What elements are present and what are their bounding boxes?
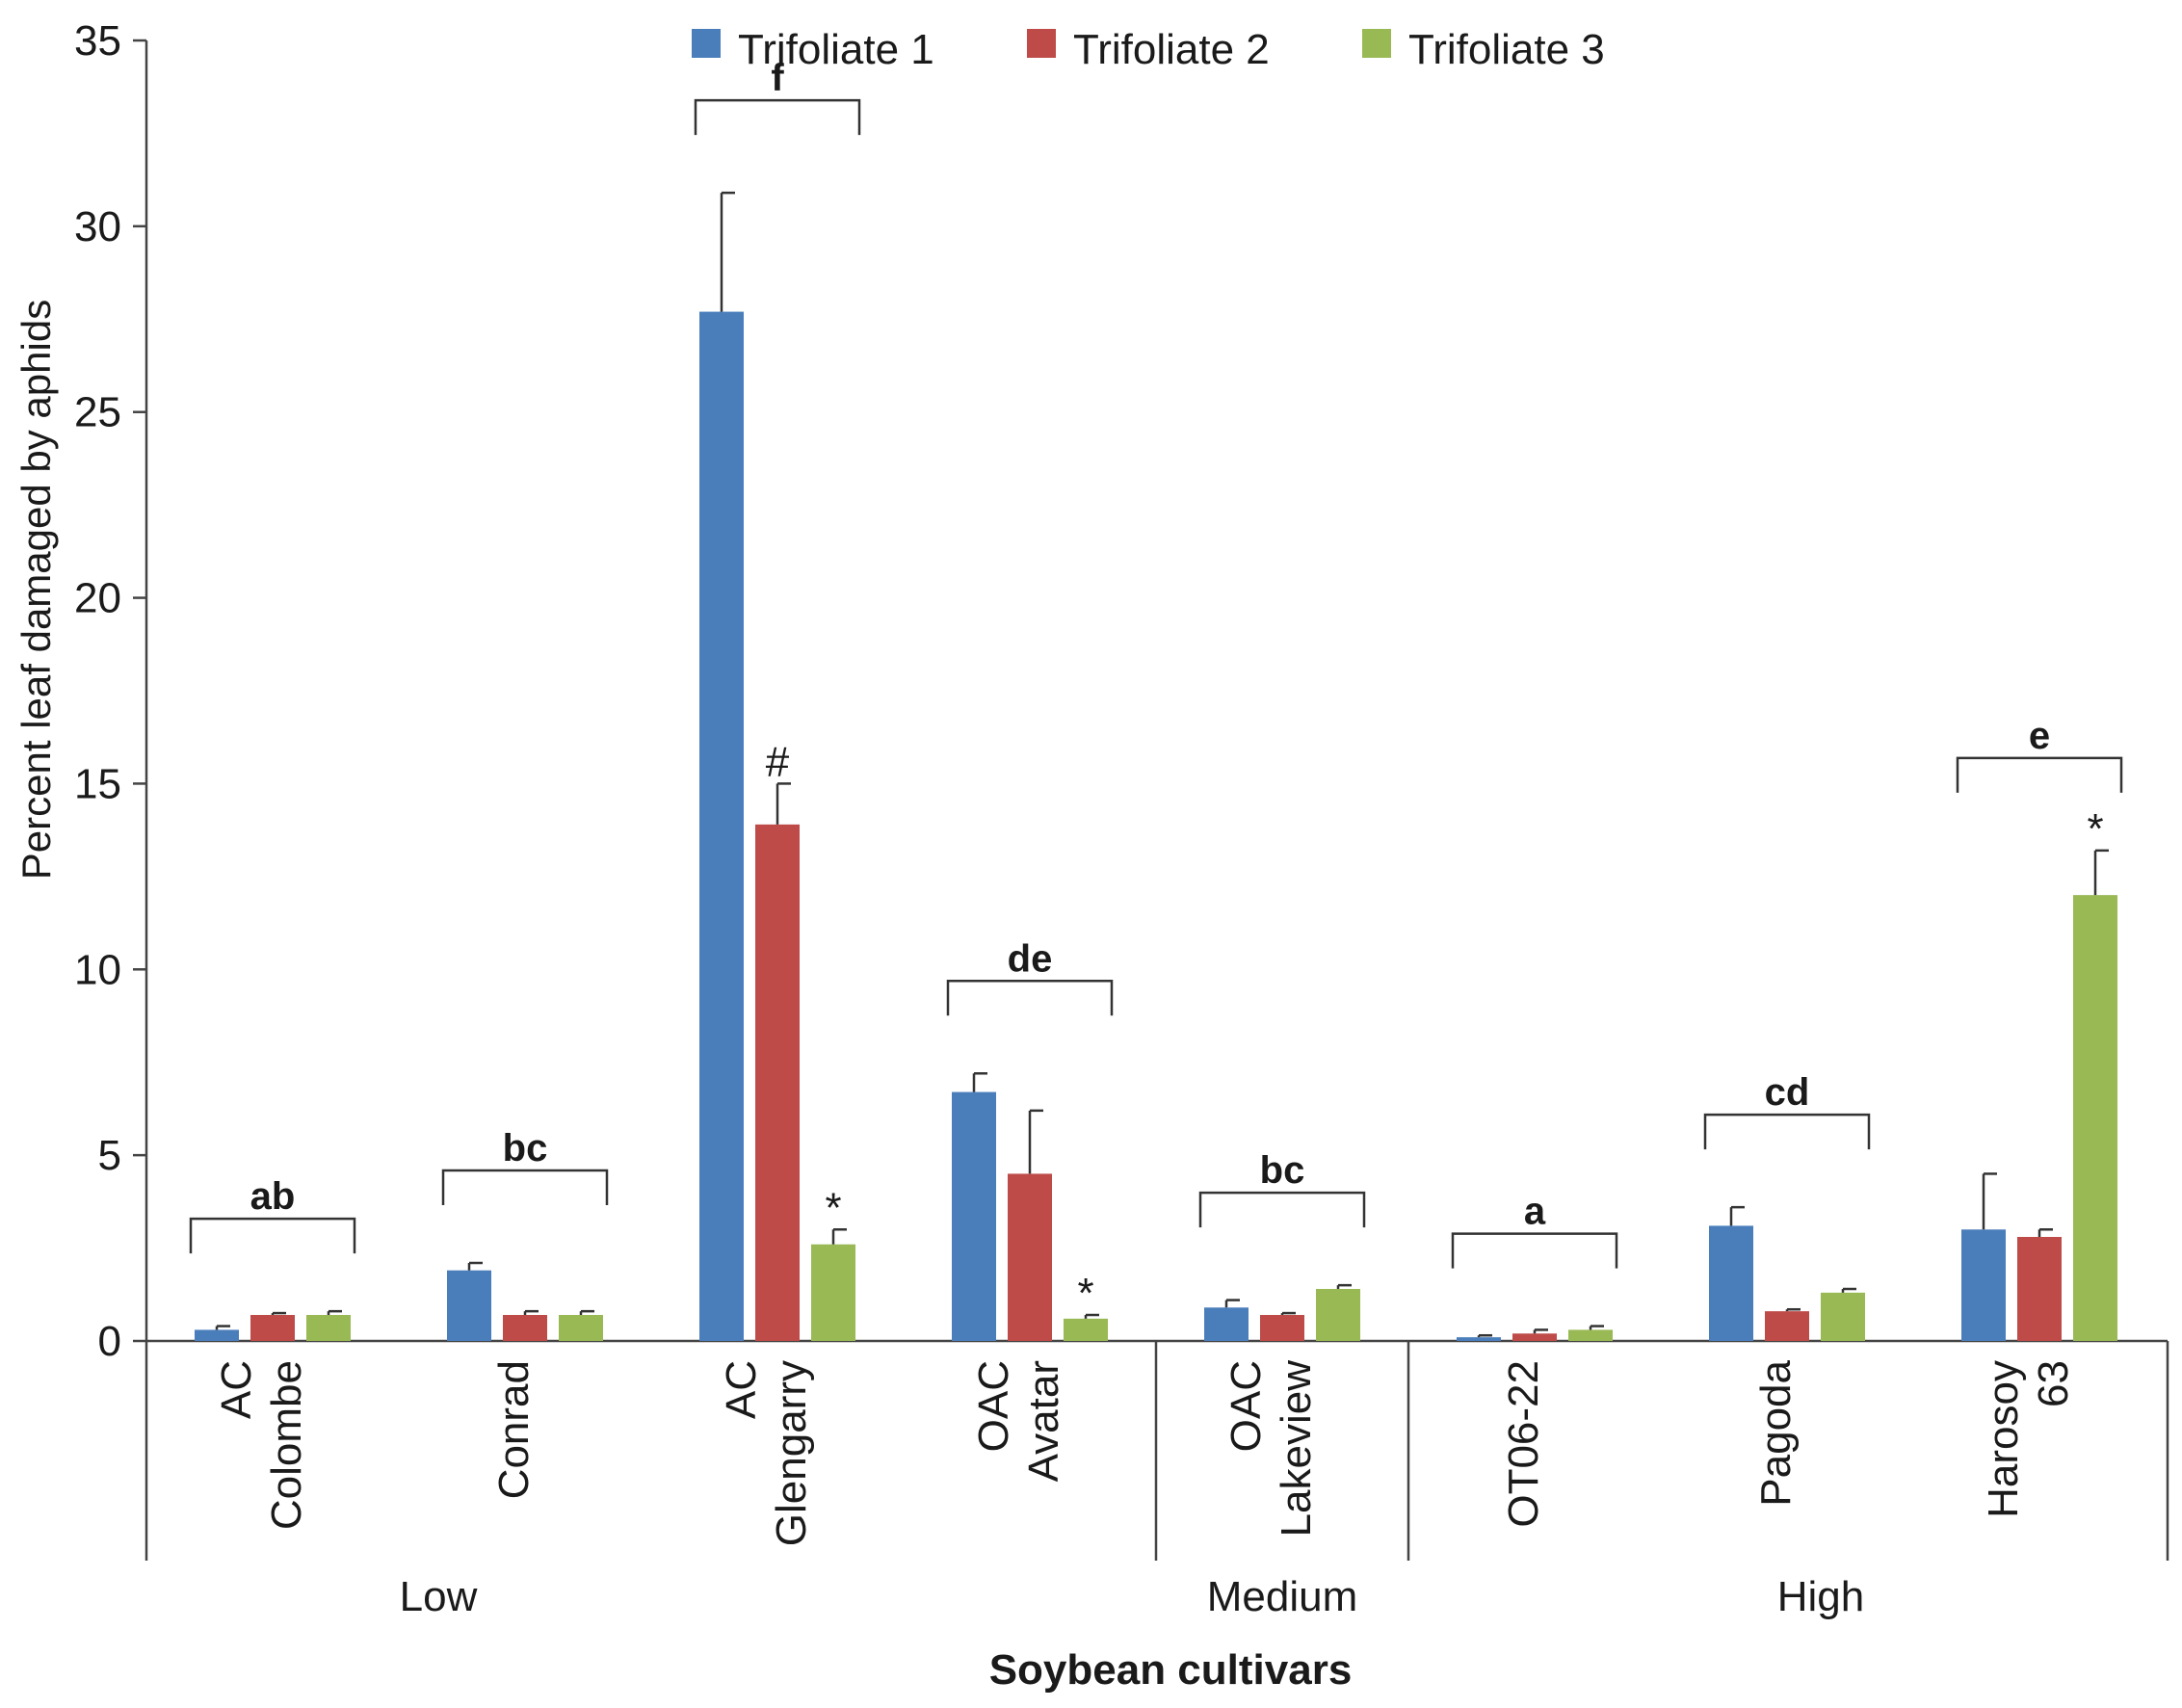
bar-mark: # [766,738,790,785]
category-label-line: AC [213,1360,260,1419]
y-tick-label: 20 [74,575,121,622]
significance-bracket [441,1169,609,1205]
legend-label: Trifoliate 3 [1408,26,1605,73]
significance-letter: a [1524,1191,1546,1233]
category-label: Harosoy63 [1980,1360,2077,1518]
category-label-line: OAC [970,1360,1017,1452]
bar [1961,1229,2006,1341]
bar [1765,1311,1809,1341]
bar [559,1315,603,1341]
y-tick-label: 0 [98,1318,121,1365]
category-label-line: Colombe [263,1360,310,1530]
category-label: OACLakeview [1222,1360,1320,1537]
significance-letter: ab [250,1175,296,1218]
bar [1457,1337,1501,1341]
bar [306,1315,351,1341]
bar [1568,1329,1613,1341]
category-label: Conrad [490,1360,538,1499]
significance-letter: f [771,57,784,99]
significance-bracket [189,1217,356,1254]
legend-swatch [1027,29,1056,58]
bar [503,1315,547,1341]
category-label-line: Lakeview [1273,1360,1320,1537]
bar [755,824,800,1341]
legend: Trifoliate 1 Trifoliate 2 Trifoliate 3 [692,26,1605,73]
x-axis-title: Soybean cultivars [989,1646,1353,1694]
legend-swatch [692,29,721,58]
y-tick-label: 10 [74,946,121,993]
bar [1008,1173,1052,1341]
category-label-line: OT06-22 [1500,1360,1547,1528]
legend-swatch [1362,29,1391,58]
y-tick-label: 15 [74,760,121,807]
y-axis-title: Percent leaf damaged by aphids [13,300,59,880]
bar-mark: * [1077,1270,1093,1317]
significance-bracket [946,980,1114,1016]
category-label-line: OAC [1222,1360,1270,1452]
bar [1512,1333,1557,1341]
y-tick-label: 5 [98,1132,121,1179]
bar [1064,1318,1108,1341]
bar [811,1244,855,1341]
bar [250,1315,295,1341]
category-label-line: AC [718,1360,765,1419]
significance-bracket [694,98,861,136]
bar [1821,1292,1865,1341]
bar [447,1270,491,1341]
category-label-line: Pagoda [1752,1359,1800,1506]
group-label: Low [400,1573,478,1620]
bar-mark: * [825,1184,841,1231]
y-tick-label: 35 [74,17,121,65]
significance-bracket [1198,1191,1366,1228]
category-label: Pagoda [1752,1359,1800,1506]
significance-letter: bc [503,1127,548,1169]
significance-bracket [1956,756,2123,793]
axis-labels: ACColombe Conrad ACGlengarry OACAvatar OACLa… [13,300,2077,1694]
bar [1709,1225,1753,1341]
y-tick-label: 25 [74,389,121,436]
bar [1204,1307,1249,1341]
category-label: OACAvatar [970,1360,1067,1482]
group-label: Medium [1207,1573,1358,1620]
category-label: OT06-22 [1500,1360,1547,1528]
category-label-line: Harosoy [1980,1360,2027,1518]
significance-bracket [1451,1232,1618,1269]
significance-letter: cd [1765,1071,1810,1114]
legend-label: Trifoliate 2 [1073,26,1270,73]
significance-letter: e [2029,715,2050,757]
bar [2017,1237,2062,1341]
significance-letter: bc [1260,1149,1305,1192]
significance-bracket [1703,1113,1871,1150]
bars [195,191,2117,1342]
category-label-line: 63 [2030,1360,2077,1407]
category-label: ACGlengarry [718,1360,815,1546]
annotations: ab bc f de bc a cd e # * * * [189,57,2123,1317]
bar-mark: * [2087,805,2103,853]
bar [952,1091,996,1341]
significance-letter: de [1008,937,1053,980]
bar [2073,895,2117,1341]
bar [1316,1289,1360,1341]
category-label-line: Avatar [1020,1360,1067,1482]
legend-label: Trifoliate 1 [738,26,934,73]
category-label: ACColombe [213,1360,310,1530]
y-tick-label: 30 [74,203,121,250]
bar [699,311,744,1342]
category-label-line: Conrad [490,1360,538,1499]
bar [195,1329,239,1341]
bar [1260,1315,1304,1341]
category-label-line: Glengarry [768,1360,815,1546]
group-label: High [1777,1573,1865,1620]
